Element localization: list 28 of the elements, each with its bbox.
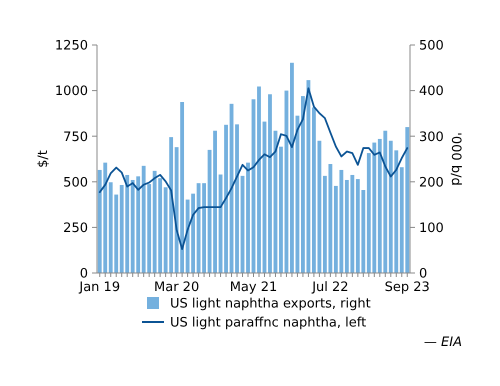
x-tick-label: Jul 22 [311,280,349,295]
x-tick-label: Mar 20 [154,280,200,295]
y-tick-label: 1000 [54,84,88,100]
bar [400,167,404,273]
y-tick-label: 250 [63,220,88,236]
y-tick-label: 500 [63,175,88,190]
y2-tick-label: 300 [419,130,444,145]
y2-tick-label: 100 [419,220,444,236]
y-tick-label: 750 [63,130,88,145]
bar [108,182,113,273]
legend-label: US light paraffnc naphtha, left [170,316,366,331]
y-tick-label: 1250 [54,38,88,54]
x-tick-label: Jan 19 [78,280,120,295]
line-series [98,87,408,250]
bar [120,184,124,273]
bar [366,153,371,273]
text: — EIA [424,335,462,350]
y2-tick-label: 0 [419,266,428,282]
y-axis-title: $/t [36,150,51,168]
legend-label: US light naphtha exports, right [170,296,371,312]
y2-tick-label: 400 [419,84,444,100]
y2-tick-label: 500 [419,38,444,54]
x-tick-label: Sep 23 [384,280,430,295]
y2-axis-title: '000 b/d [448,132,463,186]
y2-tick-label: 200 [419,175,444,190]
y-tick-label: 0 [80,266,88,282]
x-tick-label: May 21 [230,280,278,295]
bar [114,194,118,273]
